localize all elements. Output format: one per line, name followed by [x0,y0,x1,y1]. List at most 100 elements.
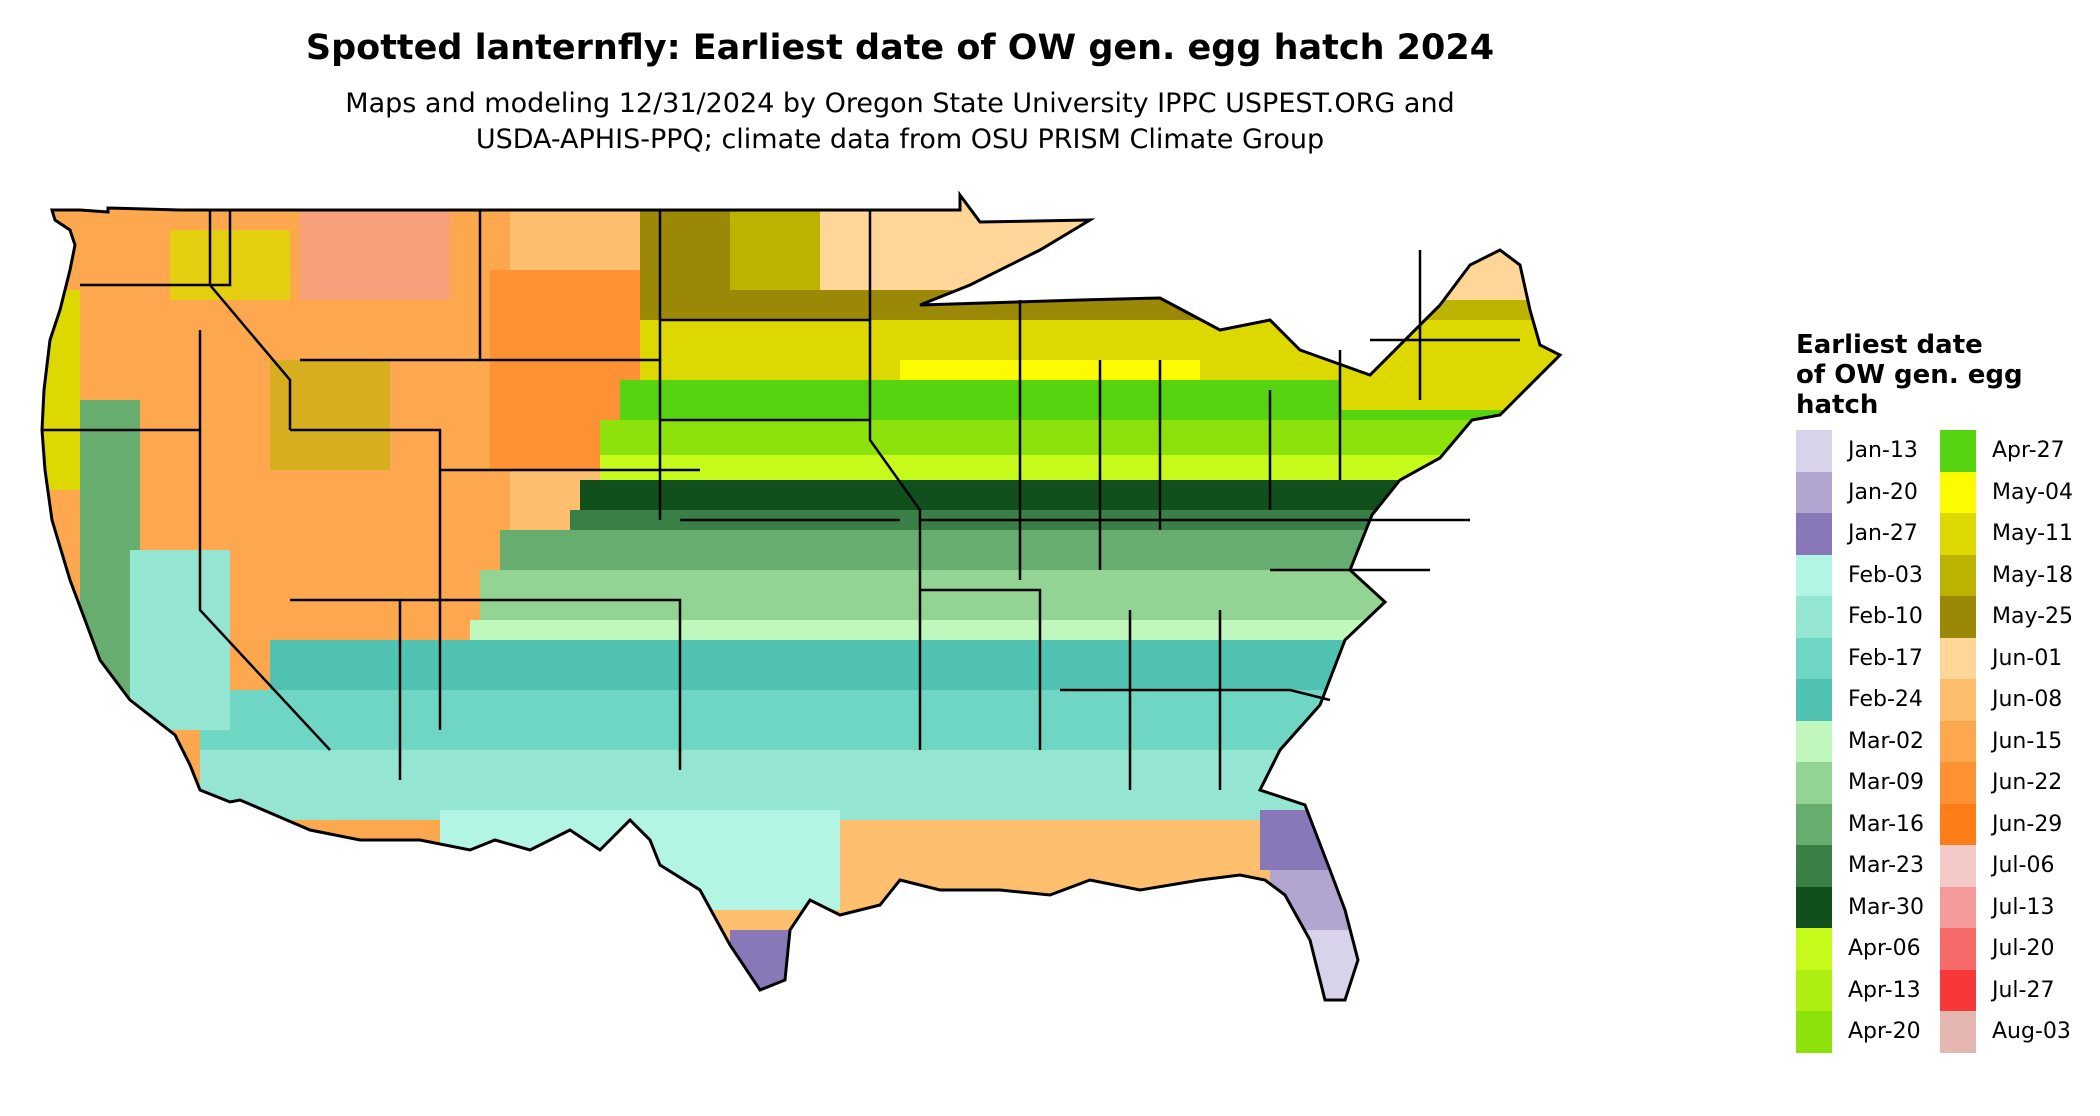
legend-label: Mar-16 [1848,811,1925,837]
legend-item: Apr-06 [1796,928,1924,970]
legend-swatch [1940,513,1976,555]
legend-swatch [1796,720,1832,762]
map-title: Spotted lanternfly: Earliest date of OW … [305,28,1495,68]
legend-item: Feb-10 [1796,596,1924,638]
legend-item: Feb-03 [1796,554,1924,596]
legend-label: Feb-24 [1848,687,1923,713]
legend-label: Apr-20 [1848,1019,1921,1045]
legend-label: Jun-08 [1992,687,2063,713]
legend-swatch [1940,886,1976,928]
subtitle-line-1: Maps and modeling 12/31/2024 by Oregon S… [345,88,1455,119]
legend-swatch [1796,513,1832,555]
legend-label: Jul-27 [1992,977,2055,1003]
legend-label: Apr-06 [1848,936,1921,962]
legend-item: Mar-02 [1796,720,1925,762]
legend-swatch [1940,803,1976,845]
legend-title: Earliest date of OW gen. egg hatch [1796,330,2096,420]
legend-swatch [1940,471,1976,513]
legend-item: Mar-16 [1796,803,1925,845]
legend-item: Apr-27 [1940,430,2073,472]
legend-item: May-04 [1940,471,2074,513]
legend-item: May-25 [1940,596,2073,638]
legend-label: Jul-20 [1992,936,2055,962]
legend-label: Jul-06 [1992,853,2055,879]
legend-label: Feb-10 [1848,604,1923,630]
legend-label: Mar-23 [1848,853,1925,879]
us-hatch-date-map [40,190,1760,1110]
legend-item: Jun-15 [1940,720,2073,762]
legend-item: Jul-06 [1940,845,2073,887]
legend-swatch [1940,762,1976,804]
legend-swatch [1940,554,1976,596]
legend-item: Jul-20 [1940,928,2073,970]
legend-swatch [1940,720,1976,762]
legend-item: Jun-29 [1940,803,2073,845]
legend-swatch [1796,928,1832,970]
legend-item: Jun-08 [1940,679,2073,721]
legend-label: Mar-30 [1848,894,1925,920]
legend-label: Mar-02 [1848,728,1925,754]
legend-item: May-11 [1940,513,2073,555]
legend-label: Apr-13 [1848,977,1921,1003]
legend-item: May-18 [1940,554,2074,596]
legend-label: May-25 [1992,604,2074,630]
legend-label: Feb-03 [1848,562,1923,588]
legend-swatch [1796,886,1832,928]
state-boundaries [42,210,1520,790]
legend-label: Jun-15 [1992,728,2063,754]
legend-swatch [1796,596,1832,638]
legend-item: Jul-13 [1940,886,2073,928]
legend-label: Jan-13 [1848,438,1918,464]
legend-swatch [1796,1011,1832,1053]
legend-label: Jun-22 [1992,770,2063,796]
legend-item: Jun-01 [1940,637,2073,679]
legend-label: Jun-29 [1992,811,2063,837]
legend-title-line-2: of OW gen. egg [1796,360,2023,390]
legend-swatch [1940,969,1976,1011]
legend-item: Feb-24 [1796,679,1924,721]
legend-swatch [1940,679,1976,721]
legend-swatch [1796,430,1832,472]
legend-item: Jan-13 [1796,430,1924,472]
map-subtitle: Maps and modeling 12/31/2024 by Oregon S… [0,86,1800,158]
legend-item: Jan-27 [1796,513,1924,555]
legend-label: Jul-13 [1992,894,2055,920]
legend-title-line-1: Earliest date [1796,330,1983,360]
legend-label: Jan-27 [1848,521,1918,547]
legend-item: Mar-23 [1796,845,1924,887]
legend-swatch [1940,637,1976,679]
legend-label: Jan-20 [1848,479,1918,505]
legend-item: Jul-27 [1940,969,2073,1011]
legend-title-line-3: hatch [1796,390,1879,420]
legend-swatch [1796,969,1832,1011]
legend-swatch [1940,845,1976,887]
legend-swatch [1796,471,1832,513]
legend-item: Mar-30 [1796,886,1925,928]
legend-swatch [1940,430,1976,472]
legend-label: May-04 [1992,479,2074,505]
legend-swatch [1796,679,1832,721]
legend-label: Aug-03 [1992,1019,2071,1045]
legend-swatch [1940,928,1976,970]
legend-label: May-18 [1992,562,2074,588]
legend-label: Apr-27 [1992,438,2065,464]
legend-swatch [1796,637,1832,679]
legend-column-2: Apr-27 May-04 May-11 May-18 May-25 Jun-0… [1940,430,2073,1053]
legend-swatch [1796,554,1832,596]
legend-label: Jun-01 [1992,645,2063,671]
legend-swatch [1940,596,1976,638]
legend-item: Apr-13 [1796,969,1924,1011]
legend-label: Mar-09 [1848,770,1925,796]
legend-label: May-11 [1992,521,2074,547]
legend-item: Jan-20 [1796,471,1924,513]
subtitle-line-2: USDA-APHIS-PPQ; climate data from OSU PR… [475,124,1325,155]
legend-item: Jun-22 [1940,762,2073,804]
legend-swatch [1796,803,1832,845]
legend-item: Aug-03 [1940,1011,2073,1053]
legend-item: Feb-17 [1796,637,1924,679]
legend-label: Feb-17 [1848,645,1923,671]
legend-swatch [1796,762,1832,804]
legend-column-1: Jan-13 Jan-20 Jan-27 Feb-03 Feb-10 Feb-1… [1796,430,1924,1053]
legend-item: Apr-20 [1796,1011,1924,1053]
legend-item: Mar-09 [1796,762,1924,804]
